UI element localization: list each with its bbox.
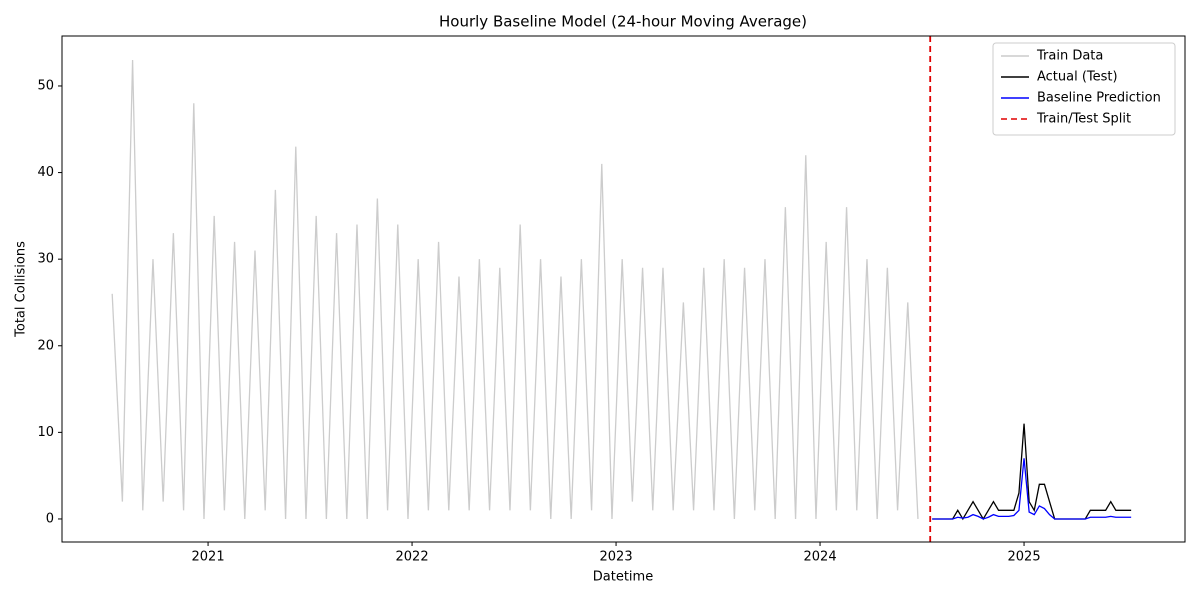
chart-title: Hourly Baseline Model (24-hour Moving Av… bbox=[439, 13, 807, 31]
x-tick-label: 2025 bbox=[1008, 550, 1041, 565]
y-tick-label: 10 bbox=[37, 425, 54, 440]
series-line bbox=[932, 423, 1132, 521]
legend-label: Train/Test Split bbox=[1036, 112, 1131, 127]
series-line bbox=[932, 458, 1132, 520]
y-tick-label: 30 bbox=[37, 252, 54, 267]
x-tick-label: 2024 bbox=[804, 550, 837, 565]
x-tick-label: 2022 bbox=[396, 550, 429, 565]
x-tick-label: 2021 bbox=[192, 550, 225, 565]
legend-box bbox=[992, 42, 1176, 136]
plot-frame bbox=[61, 35, 1186, 543]
x-tick-label: 2023 bbox=[600, 550, 633, 565]
y-tick-label: 20 bbox=[37, 338, 54, 353]
legend-label: Baseline Prediction bbox=[1037, 91, 1161, 106]
legend: Train Data Actual (Test) Baseline Predicti… bbox=[992, 42, 1176, 136]
legend-label: Actual (Test) bbox=[1037, 70, 1118, 85]
x-axis-label: Datetime bbox=[593, 570, 653, 585]
legend-label: Train Data bbox=[1036, 49, 1103, 64]
series-line bbox=[111, 59, 919, 519]
y-tick-label: 0 bbox=[46, 511, 54, 526]
y-tick-label: 50 bbox=[37, 78, 54, 93]
y-tick-label: 40 bbox=[37, 165, 54, 180]
y-axis-label: Total Collisions bbox=[14, 241, 29, 338]
